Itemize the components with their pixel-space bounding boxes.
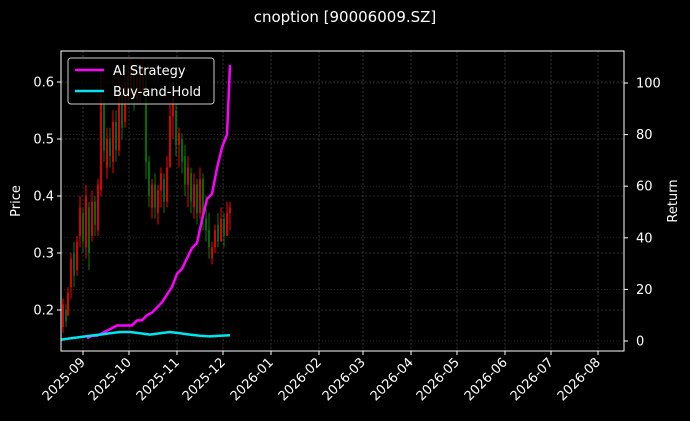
price-tick-label: 0.4 xyxy=(33,190,54,205)
date-tick-label: 2026-05 xyxy=(414,355,463,404)
buy-and-hold-line xyxy=(60,330,231,341)
legend-buy-and-hold: Buy-and-Hold xyxy=(113,85,201,100)
price-tick-label: 0.6 xyxy=(33,76,54,91)
return-axis-label: Return xyxy=(666,179,681,222)
price-axis-label: Price xyxy=(9,185,24,217)
legend: AI Strategy Buy-and-Hold xyxy=(67,57,215,105)
date-tick-label: 2025-12 xyxy=(180,355,229,404)
return-tick-label: 20 xyxy=(636,283,653,298)
price-tick-label: 0.3 xyxy=(33,247,54,262)
return-tick-label: 0 xyxy=(636,335,644,350)
chart-title: cnoption [90006009.SZ] xyxy=(253,8,437,26)
legend-box xyxy=(67,57,215,105)
date-tick-label: 2025-11 xyxy=(134,355,183,404)
date-tick-label: 2026-08 xyxy=(555,355,604,404)
return-tick-label: 40 xyxy=(636,231,653,246)
return-tick-label: 100 xyxy=(636,77,661,92)
date-tick-label: 2025-09 xyxy=(40,355,89,404)
date-tick-label: 2026-07 xyxy=(508,355,557,404)
date-tick-label: 2026-06 xyxy=(462,355,511,404)
plot-frame xyxy=(60,50,625,352)
date-tick-label: 2025-10 xyxy=(86,355,135,404)
ai-strategy-line xyxy=(86,64,232,340)
date-axis: 2025-092025-102025-112025-122026-012026-… xyxy=(40,351,604,404)
date-tick-label: 2026-01 xyxy=(228,355,277,404)
date-tick-label: 2026-02 xyxy=(276,355,325,404)
return-lines xyxy=(60,64,232,341)
candlesticks xyxy=(62,59,231,333)
price-tick-label: 0.5 xyxy=(33,133,54,148)
return-axis: 0 20 40 60 80 100 xyxy=(624,77,661,350)
return-tick-label: 80 xyxy=(636,128,653,143)
price-axis: 0.2 0.3 0.4 0.5 0.6 xyxy=(33,76,61,319)
return-tick-label: 60 xyxy=(636,180,653,195)
price-tick-label: 0.2 xyxy=(33,304,54,319)
date-tick-label: 2026-03 xyxy=(320,355,369,404)
date-tick-label: 2026-04 xyxy=(368,355,417,404)
legend-ai-strategy: AI Strategy xyxy=(113,64,186,79)
